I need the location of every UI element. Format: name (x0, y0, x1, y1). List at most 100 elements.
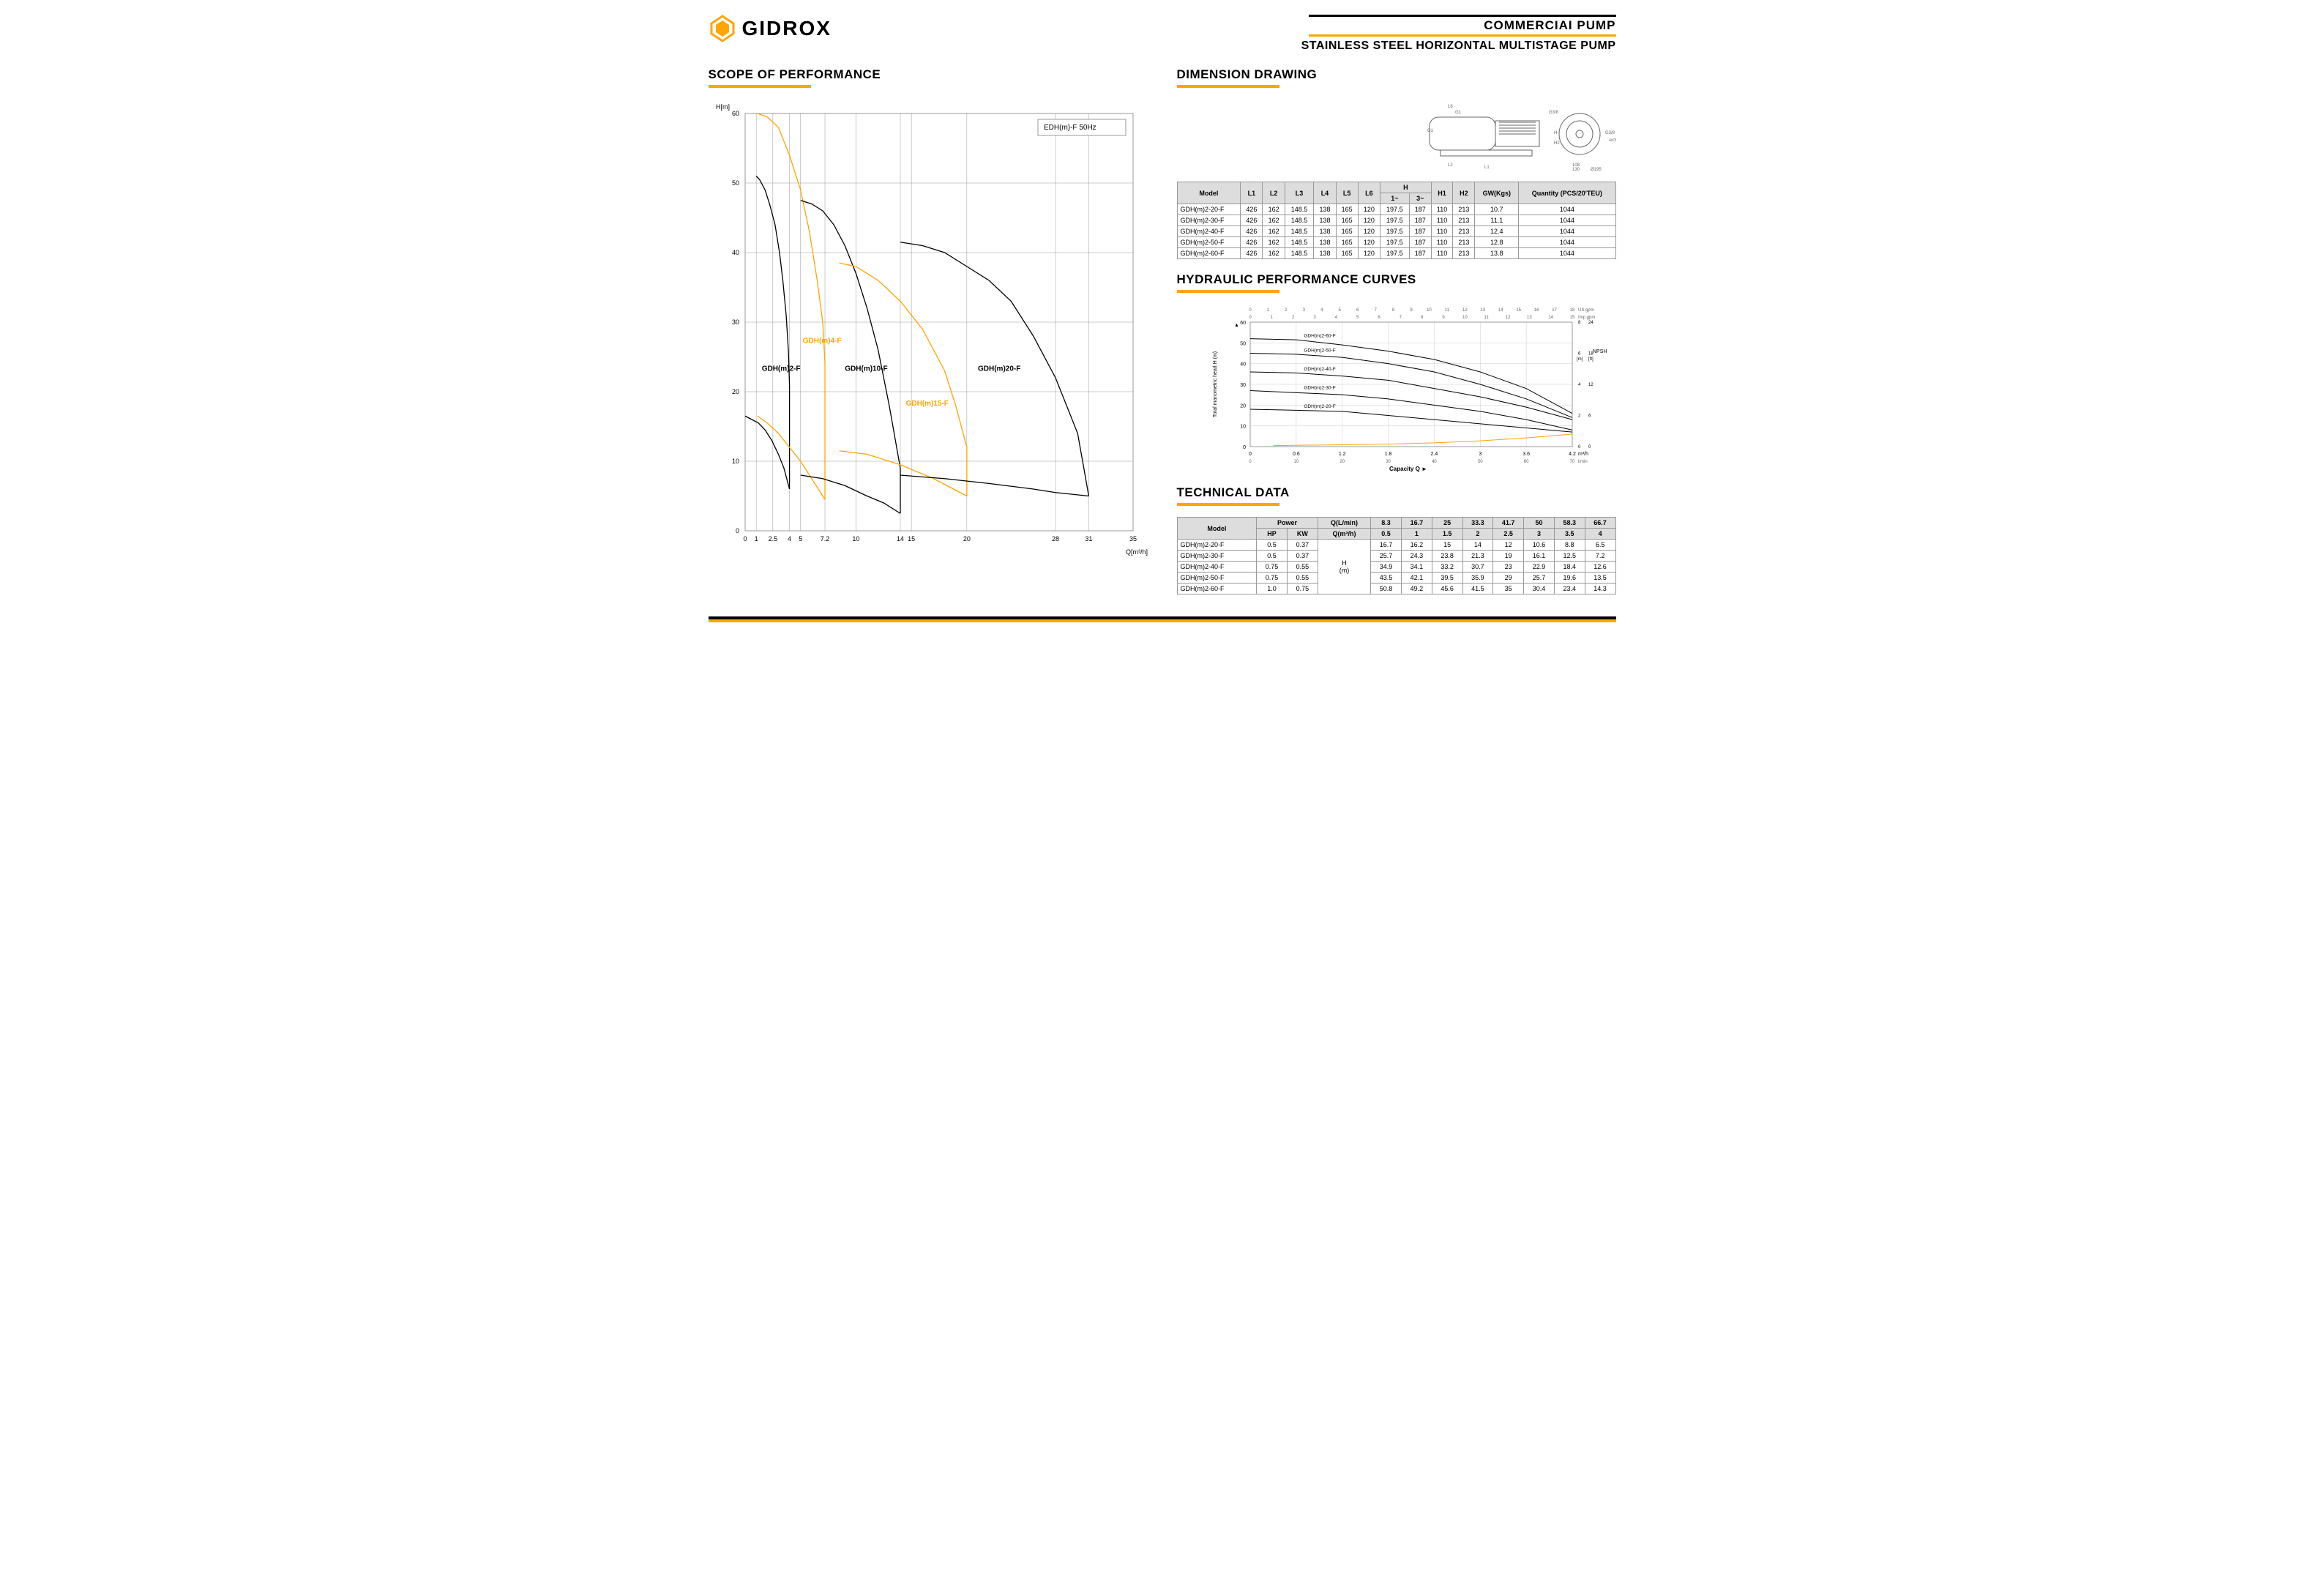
svg-text:20: 20 (963, 535, 970, 543)
svg-text:1.8: 1.8 (1384, 452, 1391, 457)
svg-text:EDH(m)-F 50Hz: EDH(m)-F 50Hz (1044, 124, 1096, 132)
hydraulic-title: HYDRAULIC PERFORMANCE CURVES (1177, 272, 1616, 287)
svg-text:[m]: [m] (1577, 357, 1583, 362)
svg-text:50: 50 (1240, 341, 1246, 346)
svg-text:8: 8 (1391, 308, 1394, 313)
category-label: COMMERCIAI PUMP (1309, 15, 1616, 37)
svg-text:60: 60 (1240, 321, 1246, 326)
svg-text:G1: G1 (1427, 129, 1434, 133)
svg-text:GDH(m)15-F: GDH(m)15-F (905, 400, 948, 408)
svg-text:6: 6 (1378, 316, 1380, 320)
svg-text:6: 6 (1356, 308, 1359, 313)
svg-text:5: 5 (1356, 316, 1359, 320)
svg-text:GDH(m)2-F: GDH(m)2-F (761, 365, 800, 373)
svg-text:0: 0 (1249, 452, 1252, 457)
svg-text:30: 30 (731, 318, 739, 326)
header-titles: COMMERCIAI PUMP STAINLESS STEEL HORIZONT… (1301, 15, 1616, 53)
svg-text:G3/8: G3/8 (1549, 111, 1559, 115)
svg-text:L2: L2 (1448, 163, 1453, 168)
technical-table: ModelPowerQ(L/min)8.316.72533.341.75058.… (1177, 517, 1616, 594)
svg-text:70: 70 (1569, 460, 1574, 464)
svg-text:H2: H2 (1554, 141, 1560, 146)
svg-text:GDH(m)20-F: GDH(m)20-F (978, 365, 1020, 373)
svg-text:10: 10 (1293, 460, 1299, 464)
svg-text:5: 5 (799, 535, 802, 543)
svg-text:6: 6 (1588, 414, 1591, 419)
svg-text:28: 28 (1051, 535, 1058, 543)
svg-text:4: 4 (1578, 383, 1581, 387)
svg-text:7.2: 7.2 (820, 535, 829, 543)
svg-text:130: 130 (1572, 168, 1580, 172)
svg-text:9: 9 (1410, 308, 1413, 313)
svg-text:5: 5 (1338, 308, 1341, 313)
svg-text:GDH(m)4-F: GDH(m)4-F (802, 338, 841, 346)
svg-text:15: 15 (1569, 316, 1574, 320)
title-bar (1177, 290, 1279, 293)
svg-text:17: 17 (1552, 308, 1557, 313)
svg-text:GDH(m)2-20-F: GDH(m)2-20-F (1304, 404, 1335, 409)
footer-bar (709, 616, 1616, 619)
svg-text:15: 15 (1516, 308, 1521, 313)
svg-text:7: 7 (1374, 308, 1377, 313)
svg-text:0: 0 (1588, 445, 1591, 450)
svg-text:H[m]: H[m] (716, 103, 730, 111)
dimension-title: DIMENSION DRAWING (1177, 67, 1616, 82)
svg-text:GDH(m)10-F: GDH(m)10-F (845, 365, 887, 373)
svg-text:3.6: 3.6 (1522, 452, 1530, 457)
svg-text:GDH(m)2-30-F: GDH(m)2-30-F (1304, 386, 1335, 391)
svg-text:2: 2 (1291, 316, 1294, 320)
svg-text:10: 10 (731, 458, 739, 465)
svg-text:Ø195: Ø195 (1591, 168, 1602, 172)
svg-text:18: 18 (1569, 308, 1574, 313)
svg-text:0: 0 (1578, 445, 1581, 450)
scope-title: SCOPE OF PERFORMANCE (709, 67, 1155, 82)
svg-text:NPSH: NPSH (1593, 349, 1607, 354)
svg-text:▲: ▲ (1234, 323, 1239, 328)
svg-text:2: 2 (1578, 414, 1581, 419)
svg-text:L1: L1 (1484, 165, 1490, 170)
dimension-table: Model L1 L2 L3 L4 L5 L6 H H1 H2 GW(Kgs) … (1177, 182, 1616, 259)
svg-text:8: 8 (1578, 321, 1581, 325)
svg-text:3: 3 (1302, 308, 1305, 313)
svg-text:m³/h: m³/h (1578, 452, 1588, 457)
svg-text:40: 40 (731, 249, 739, 256)
svg-text:GDH(m)2-50-F: GDH(m)2-50-F (1304, 348, 1335, 354)
svg-text:10: 10 (1240, 425, 1246, 430)
svg-text:30: 30 (1386, 460, 1391, 464)
title-bar (709, 85, 811, 88)
title-bar (1177, 503, 1279, 506)
svg-text:4xD9: 4xD9 (1609, 138, 1616, 143)
svg-text:0: 0 (1249, 308, 1252, 313)
svg-text:40: 40 (1240, 362, 1246, 368)
svg-text:30: 30 (1240, 383, 1246, 388)
svg-text:40: 40 (1432, 460, 1437, 464)
svg-text:4: 4 (1320, 308, 1323, 313)
svg-text:20: 20 (731, 388, 739, 395)
scope-chart: 0102030405060012.5457.210141520283135GDH… (709, 99, 1155, 560)
svg-text:0: 0 (1249, 460, 1252, 464)
svg-text:12: 12 (1462, 308, 1467, 313)
svg-text:0: 0 (1243, 445, 1246, 450)
svg-text:1: 1 (1266, 308, 1269, 313)
svg-text:L6: L6 (1448, 105, 1453, 109)
svg-text:0: 0 (743, 535, 747, 543)
svg-text:15: 15 (908, 535, 915, 543)
svg-text:US gpm: US gpm (1578, 308, 1594, 313)
svg-text:2.5: 2.5 (768, 535, 777, 543)
svg-text:Q[m³/h]: Q[m³/h] (1126, 548, 1148, 556)
svg-text:l/min: l/min (1578, 460, 1588, 464)
hydraulic-chart: 0123456789101112131415161718US gpm012345… (1177, 304, 1616, 472)
svg-text:7: 7 (1399, 316, 1402, 320)
svg-text:0.6: 0.6 (1292, 452, 1299, 457)
svg-text:4.2: 4.2 (1569, 452, 1576, 457)
svg-text:24: 24 (1588, 321, 1593, 325)
svg-text:13: 13 (1480, 308, 1485, 313)
svg-text:Capacity Q ►: Capacity Q ► (1389, 466, 1427, 472)
svg-text:60: 60 (731, 110, 739, 117)
svg-text:11: 11 (1484, 316, 1489, 320)
svg-text:4: 4 (788, 535, 791, 543)
svg-text:16: 16 (1533, 308, 1539, 313)
svg-text:60: 60 (1523, 460, 1528, 464)
svg-text:1: 1 (754, 535, 758, 543)
svg-text:1.2: 1.2 (1338, 452, 1345, 457)
